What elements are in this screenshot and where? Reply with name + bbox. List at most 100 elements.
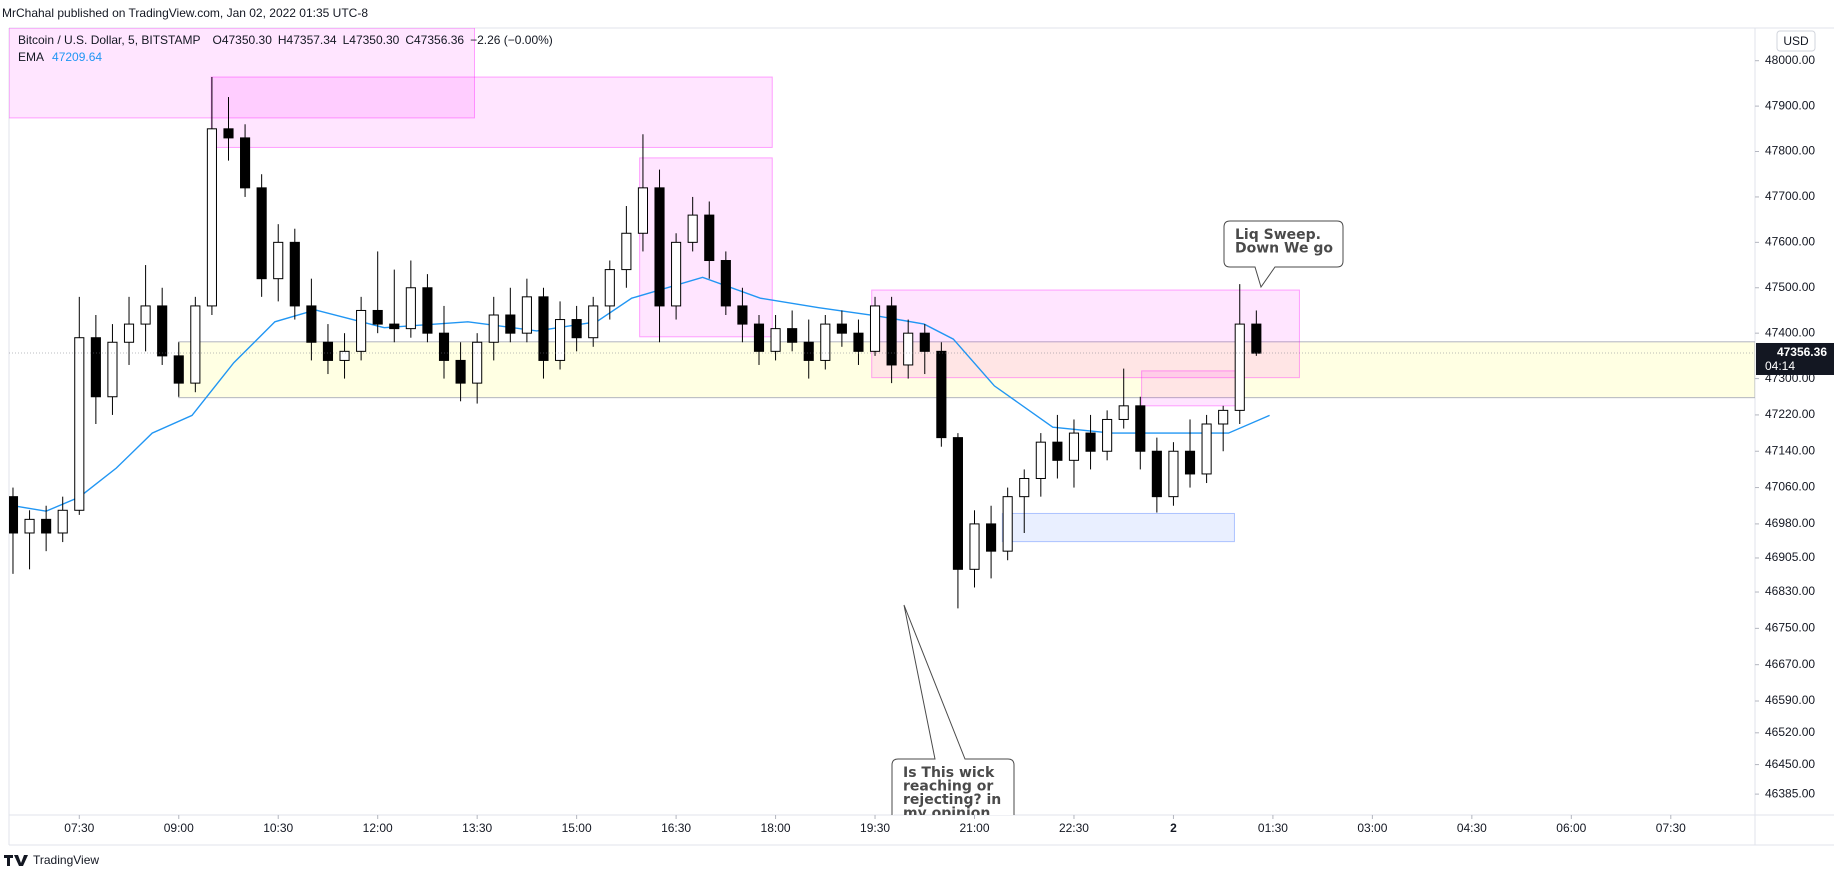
candle-body — [206, 128, 217, 307]
y-tick-label: 46670.00 — [1765, 657, 1815, 671]
x-tick-label: 21:00 — [959, 821, 989, 835]
callout-text: Down We go — [1235, 241, 1333, 257]
y-tick-label: 46385.00 — [1765, 786, 1815, 800]
candle-body — [1052, 441, 1063, 461]
candle-body — [190, 305, 201, 384]
callout-text: rejecting? in — [903, 792, 1001, 808]
y-tick-label: 47500.00 — [1765, 280, 1815, 294]
candle-body — [604, 269, 615, 307]
y-tick-label: 47400.00 — [1765, 325, 1815, 339]
candle-body — [787, 328, 798, 343]
candle-body — [90, 337, 101, 398]
x-tick-label: 09:00 — [164, 821, 194, 835]
x-tick-label: 06:00 — [1556, 821, 1586, 835]
candle-body — [1019, 477, 1030, 498]
candle-body — [488, 314, 499, 343]
price-tag — [1756, 342, 1834, 375]
y-tick-label: 46830.00 — [1765, 584, 1815, 598]
y-tick-label: 46590.00 — [1765, 693, 1815, 707]
candle-body — [372, 309, 383, 325]
candle-body — [1151, 450, 1162, 498]
y-tick-label: 48000.00 — [1765, 53, 1815, 67]
callout-lines: Liq Sweep.Down We go — [1235, 227, 1333, 257]
zone — [210, 76, 773, 148]
candle-body — [24, 518, 35, 534]
y-tick-label: 47600.00 — [1765, 235, 1815, 249]
candle-body — [1102, 418, 1113, 452]
candle-body — [753, 323, 765, 352]
x-tick-label: 07:30 — [1656, 821, 1686, 835]
x-tick-label: 10:30 — [263, 821, 293, 835]
plot-area — [9, 28, 1755, 609]
candle-body — [820, 323, 831, 361]
candle-body — [720, 260, 731, 307]
overlay: Liq Sweep.Down We go Is This wickreaching… — [891, 220, 1344, 822]
candle-body — [1218, 409, 1229, 425]
x-tick-label: 15:00 — [562, 821, 592, 835]
candle-body — [969, 523, 980, 570]
footer-logo — [4, 855, 28, 866]
candle-body — [1035, 441, 1046, 479]
callout-text: reaching or — [903, 779, 993, 795]
y-tick-label: 46750.00 — [1765, 621, 1815, 635]
candle-body — [770, 328, 781, 352]
y-tick-label: 47220.00 — [1765, 407, 1815, 421]
candle-body — [1168, 450, 1179, 498]
candle-body — [306, 305, 317, 343]
candle-body — [140, 305, 151, 325]
candle-body — [886, 305, 897, 366]
legend-ohlc: O47350.30 — [213, 33, 273, 47]
candle-body — [1184, 450, 1196, 475]
x-tick-label: 16:30 — [661, 821, 691, 835]
y-tick-label: 47800.00 — [1765, 144, 1815, 158]
candle-body — [521, 296, 532, 334]
y-tick-label: 47060.00 — [1765, 480, 1815, 494]
y-tick-label: 46450.00 — [1765, 757, 1815, 771]
candle-body — [903, 332, 914, 366]
x-tick-label: 13:30 — [462, 821, 492, 835]
x-tick-label: 12:00 — [363, 821, 393, 835]
callout-box — [1223, 220, 1344, 289]
candle-body — [356, 309, 367, 352]
y-tick-label: 47140.00 — [1765, 443, 1815, 457]
callout-text: Liq Sweep. — [1235, 227, 1321, 243]
candle-body — [123, 323, 135, 343]
currency: USD — [1783, 34, 1809, 48]
candle-body — [240, 137, 251, 189]
footer: TradingView — [33, 853, 99, 867]
zone — [1001, 512, 1235, 543]
candle-body — [389, 323, 400, 330]
candle-body — [322, 341, 334, 361]
legend-ohlc: C47356.36 — [405, 33, 464, 47]
candle-body — [588, 305, 599, 339]
candle-body — [1068, 432, 1080, 461]
candle-body — [74, 337, 85, 511]
candle-body — [107, 341, 118, 398]
candle-body — [836, 323, 847, 334]
candle-body — [1118, 405, 1129, 420]
candle-body — [1085, 432, 1096, 452]
legend-title: Bitcoin / U.S. Dollar, 5, BITSTAMP — [18, 33, 201, 47]
x-tick-label: 07:30 — [64, 821, 94, 835]
candle-body — [256, 187, 267, 280]
candle-body — [671, 241, 682, 307]
y-tick-label: 46980.00 — [1765, 516, 1815, 530]
candle-body — [41, 518, 52, 534]
candle-body — [1201, 423, 1212, 475]
candle-body — [936, 350, 947, 439]
callout-box — [891, 604, 1015, 815]
candle-body — [853, 332, 864, 352]
candle-body — [1251, 323, 1262, 354]
legend-ohlc: H47357.34 — [278, 33, 337, 47]
candle-body — [505, 314, 516, 334]
candle-body — [554, 319, 566, 361]
callout-text: my opinion — [903, 806, 990, 822]
x-tick-label: 22:30 — [1059, 821, 1089, 835]
candle-body — [919, 332, 930, 352]
candle-body — [538, 296, 549, 361]
legend-change: −2.26 (−0.00%) — [470, 33, 553, 47]
candle-body — [289, 241, 300, 307]
